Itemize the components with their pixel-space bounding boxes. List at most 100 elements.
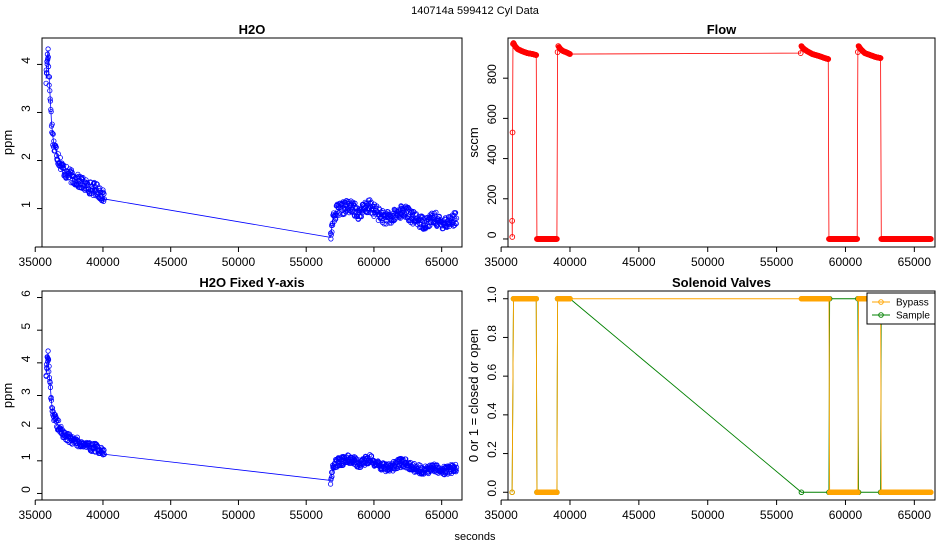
- data-point: [352, 200, 358, 206]
- legend-box: [866, 292, 936, 325]
- x-tick-label: 45000: [622, 508, 656, 522]
- x-axis: 35000 40000 45000 50000 55000 60000 65000: [19, 499, 459, 522]
- y-tick-label: 0.4: [485, 402, 499, 419]
- data-point: [101, 191, 107, 197]
- y-axis: 1 2 3 4: [19, 57, 42, 210]
- data-point: [427, 223, 433, 229]
- data-point: [567, 295, 573, 302]
- data-point: [567, 51, 573, 57]
- data-point: [346, 210, 352, 216]
- y-tick-label: 6: [19, 290, 33, 297]
- data-point: [452, 210, 459, 216]
- x-tick-label: 35000: [19, 255, 53, 269]
- data-point: [533, 295, 539, 302]
- series-line-bypass: [511, 298, 931, 493]
- legend-swatch-point: [878, 299, 884, 305]
- chart-h2o-fixed: H2O Fixed Y-axis ppm 35000 40000 45000 50000 5…: [0, 275, 463, 522]
- legend-label-bypass: Bypass: [896, 298, 929, 309]
- y-tick-label: 1: [19, 453, 33, 460]
- data-point: [854, 236, 861, 242]
- data-point: [45, 348, 51, 354]
- data-point: [367, 452, 373, 458]
- x-tick-label: 50000: [691, 508, 725, 522]
- x-axis: 35000 40000 45000 50000 55000 60000 65000: [484, 499, 932, 522]
- series-line-sample: [511, 298, 882, 493]
- data-point: [45, 46, 51, 52]
- y-tick-label: 0: [19, 486, 33, 493]
- x-tick-label: 60000: [357, 255, 391, 269]
- data-point: [798, 489, 805, 496]
- y-tick-label: 2: [19, 421, 33, 428]
- data-point: [53, 144, 59, 150]
- data-point: [49, 405, 56, 411]
- x-axis-label: seconds: [454, 531, 496, 543]
- data-point: [43, 373, 49, 379]
- legend: Bypass Sample: [866, 292, 936, 325]
- y-tick-label: 3: [19, 388, 33, 395]
- data-point: [877, 55, 884, 61]
- x-tick-label: 40000: [86, 255, 120, 269]
- data-point: [50, 131, 56, 137]
- data-point: [84, 180, 90, 186]
- data-point: [46, 363, 52, 369]
- data-point: [46, 74, 53, 80]
- y-axis: 0 1 2 3 4 5 6: [19, 290, 42, 494]
- x-tick-label: 50000: [222, 255, 256, 269]
- data-point: [328, 232, 334, 238]
- chart-valves: Solenoid Valves 0 or 1 = closed or open 35…: [466, 275, 936, 522]
- x-tick-label: 65000: [425, 255, 459, 269]
- data-point: [45, 357, 52, 363]
- y-tick-label: 400: [485, 144, 499, 164]
- y-tick-label: 600: [485, 104, 499, 124]
- plot-area: [509, 295, 934, 496]
- data-point: [47, 384, 54, 390]
- data-point: [55, 151, 61, 157]
- data-point: [453, 215, 460, 221]
- data-point: [47, 88, 53, 94]
- data-point: [51, 138, 57, 144]
- plot-area: [509, 40, 934, 242]
- data-point: [327, 481, 334, 487]
- data-point: [509, 129, 516, 136]
- data-point: [352, 454, 358, 461]
- data-point: [358, 464, 364, 470]
- data-point: [352, 213, 358, 219]
- y-tick-label: 0.8: [485, 325, 499, 342]
- legend-label-sample: Sample: [896, 311, 930, 322]
- data-point: [45, 54, 51, 60]
- y-axis-title: ppm: [0, 130, 15, 155]
- data-point: [46, 82, 52, 88]
- data-point: [46, 375, 53, 381]
- y-tick-label: 4: [19, 57, 33, 64]
- x-tick-label: 35000: [484, 508, 518, 522]
- plot-title: H2O: [239, 22, 266, 37]
- plot-title: H2O Fixed Y-axis: [199, 275, 304, 290]
- x-tick-label: 35000: [19, 508, 53, 522]
- x-tick-label: 40000: [86, 508, 120, 522]
- data-point: [452, 461, 459, 468]
- data-point: [826, 295, 832, 302]
- data-point: [385, 209, 391, 215]
- data-point: [101, 451, 107, 457]
- data-point: [825, 56, 832, 62]
- x-tick-label: 65000: [898, 508, 932, 522]
- x-axis: 35000 40000 45000 50000 55000 60000 65000: [19, 246, 459, 269]
- data-point: [49, 130, 56, 137]
- data-point: [431, 212, 438, 218]
- data-point: [101, 198, 107, 204]
- data-point: [509, 234, 516, 240]
- x-tick-label: 55000: [290, 508, 324, 522]
- plot-title: Flow: [707, 22, 737, 37]
- x-tick-label: 55000: [760, 255, 794, 269]
- data-point: [928, 236, 934, 242]
- y-axis: 0 200 400 600 800: [485, 64, 508, 240]
- data-point: [928, 489, 934, 496]
- data-point: [509, 489, 515, 496]
- x-tick-label: 65000: [898, 255, 932, 269]
- data-point: [46, 368, 52, 375]
- data-point: [58, 423, 64, 430]
- x-tick-label: 55000: [760, 508, 794, 522]
- data-point: [43, 67, 49, 73]
- data-point: [47, 98, 54, 104]
- x-tick-label: 60000: [829, 508, 863, 522]
